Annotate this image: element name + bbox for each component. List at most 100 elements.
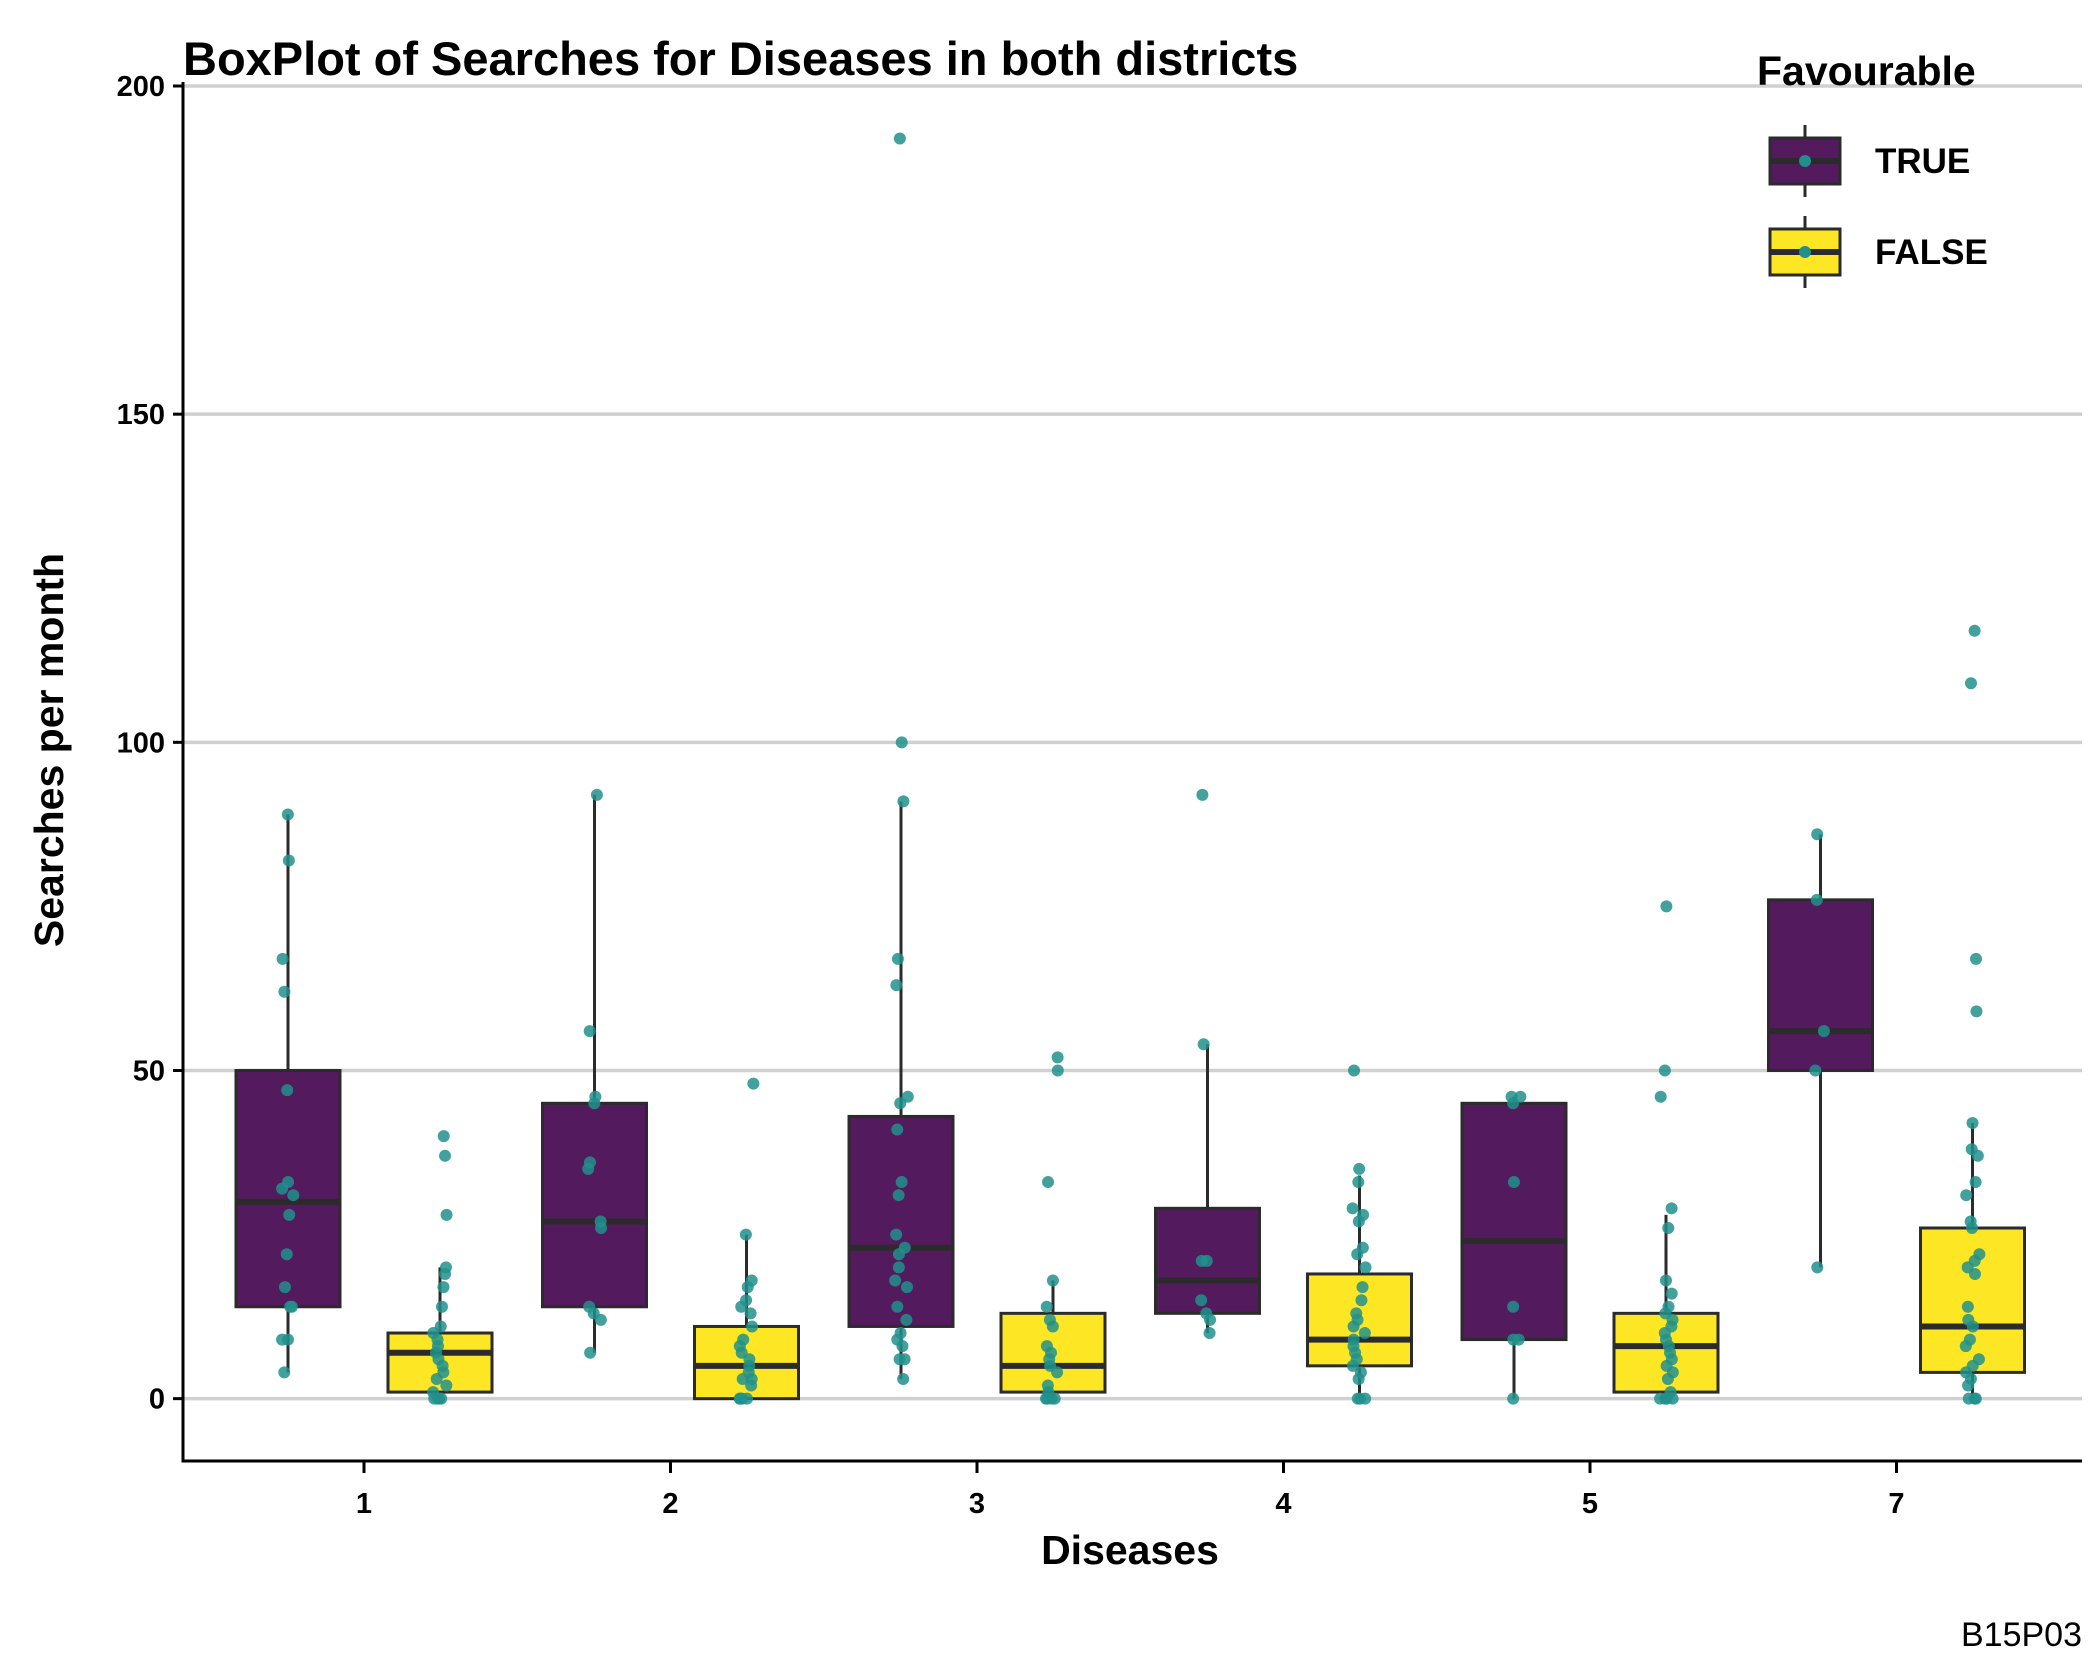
data-point bbox=[437, 1281, 450, 1294]
data-point bbox=[428, 1392, 441, 1405]
data-point bbox=[437, 1130, 450, 1143]
data-point bbox=[1966, 1116, 1979, 1129]
y-tick-label: 0 bbox=[149, 1384, 165, 1416]
data-point bbox=[892, 1248, 905, 1261]
data-point bbox=[1660, 900, 1673, 913]
x-tick-label: 3 bbox=[969, 1488, 985, 1520]
y-tick-label: 200 bbox=[117, 71, 165, 103]
data-point bbox=[1040, 1300, 1053, 1313]
data-point bbox=[439, 1149, 452, 1162]
data-point bbox=[276, 1182, 289, 1195]
data-point bbox=[1960, 1189, 1973, 1202]
data-point bbox=[1346, 1202, 1359, 1215]
data-point bbox=[440, 1208, 453, 1221]
data-point bbox=[1969, 1176, 1982, 1189]
data-point bbox=[280, 1248, 293, 1261]
data-point bbox=[278, 1366, 291, 1379]
data-point bbox=[741, 1392, 754, 1405]
data-point bbox=[889, 1274, 902, 1287]
legend: Favourable TRUE FALSE bbox=[1757, 48, 1988, 288]
data-point bbox=[891, 952, 904, 965]
data-point bbox=[900, 1281, 913, 1294]
data-point bbox=[745, 1379, 758, 1392]
data-point bbox=[1665, 1287, 1678, 1300]
data-point bbox=[1968, 1267, 1981, 1280]
data-point bbox=[1348, 1064, 1361, 1077]
data-point bbox=[1195, 1294, 1208, 1307]
data-point bbox=[892, 1189, 905, 1202]
y-tick-label: 150 bbox=[117, 399, 165, 431]
data-point bbox=[1346, 1359, 1359, 1372]
data-point bbox=[1969, 1392, 1982, 1405]
data-point bbox=[1966, 1222, 1979, 1235]
y-tick-label: 50 bbox=[133, 1055, 165, 1087]
data-point bbox=[594, 1313, 607, 1326]
y-axis-title: Searches per month bbox=[26, 553, 72, 947]
data-point bbox=[1665, 1202, 1678, 1215]
data-point bbox=[744, 1307, 757, 1320]
data-point bbox=[1046, 1274, 1059, 1287]
data-point bbox=[278, 1281, 291, 1294]
data-point bbox=[282, 854, 295, 867]
data-point bbox=[584, 1346, 597, 1359]
data-point bbox=[1654, 1090, 1667, 1103]
data-point bbox=[1051, 1366, 1064, 1379]
data-point bbox=[583, 1025, 596, 1038]
data-point bbox=[890, 979, 903, 992]
data-point bbox=[590, 788, 603, 801]
data-point bbox=[896, 1340, 909, 1353]
data-point bbox=[1352, 1372, 1365, 1385]
data-point bbox=[1659, 1274, 1672, 1287]
data-point bbox=[746, 1320, 759, 1333]
data-point bbox=[281, 1084, 294, 1097]
data-point bbox=[1959, 1340, 1972, 1353]
x-axis-title: Diseases bbox=[1041, 1527, 1219, 1573]
data-point bbox=[1352, 1215, 1365, 1228]
data-point bbox=[1195, 1254, 1208, 1267]
data-point bbox=[1658, 1064, 1671, 1077]
data-point bbox=[1197, 1038, 1210, 1051]
data-point bbox=[1810, 893, 1823, 906]
data-point bbox=[276, 952, 289, 965]
data-point bbox=[1351, 1248, 1364, 1261]
data-point bbox=[430, 1372, 443, 1385]
x-tick-label: 7 bbox=[1888, 1488, 1904, 1520]
data-point bbox=[893, 132, 906, 145]
data-point bbox=[1203, 1327, 1216, 1340]
data-point bbox=[1507, 1333, 1520, 1346]
chart-title: BoxPlot of Searches for Diseases in both… bbox=[183, 32, 1298, 85]
data-point bbox=[1971, 1149, 1984, 1162]
legend-key-point bbox=[1799, 246, 1811, 258]
data-point bbox=[739, 1228, 752, 1241]
data-point bbox=[1811, 1261, 1824, 1274]
data-point bbox=[735, 1300, 748, 1313]
box-false bbox=[1919, 1226, 2026, 1374]
data-point bbox=[281, 808, 294, 821]
data-point bbox=[747, 1077, 760, 1090]
data-point bbox=[891, 1300, 904, 1313]
data-point bbox=[1353, 1162, 1366, 1175]
data-point bbox=[1352, 1176, 1365, 1189]
data-point bbox=[1660, 1392, 1673, 1405]
box-true bbox=[541, 1101, 648, 1309]
data-point bbox=[1045, 1392, 1058, 1405]
data-point bbox=[588, 1097, 601, 1110]
data-point bbox=[898, 1353, 911, 1366]
data-point bbox=[435, 1300, 448, 1313]
caption: B15P03 bbox=[1961, 1616, 2082, 1654]
data-point bbox=[1359, 1392, 1372, 1405]
data-point bbox=[1966, 1320, 1979, 1333]
data-point bbox=[890, 1228, 903, 1241]
data-point bbox=[1970, 1005, 1983, 1018]
data-point bbox=[1196, 788, 1209, 801]
data-point bbox=[895, 1176, 908, 1189]
data-point bbox=[1355, 1294, 1368, 1307]
data-point bbox=[440, 1379, 453, 1392]
data-point bbox=[284, 1300, 297, 1313]
data-point bbox=[1204, 1313, 1217, 1326]
data-point bbox=[741, 1281, 754, 1294]
data-point bbox=[1358, 1327, 1371, 1340]
data-point bbox=[1507, 1300, 1520, 1313]
data-point bbox=[1507, 1097, 1520, 1110]
